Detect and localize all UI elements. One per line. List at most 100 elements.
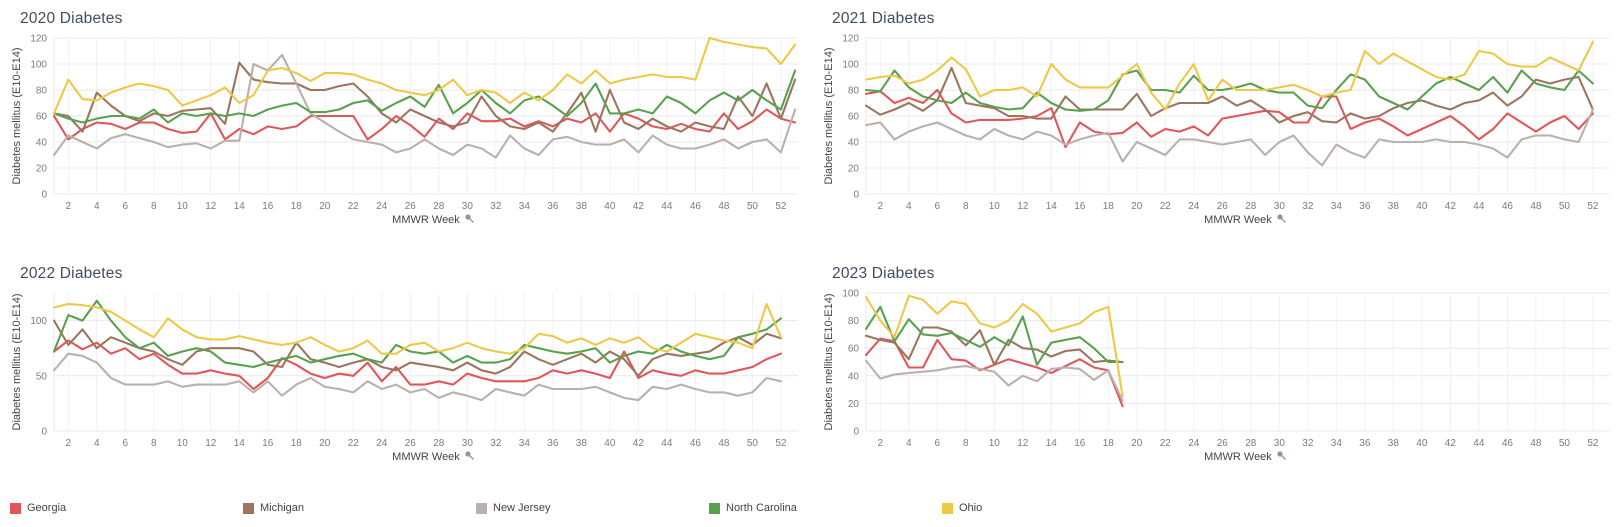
series-line-ohio[interactable]: [864, 40, 1594, 111]
x-tick-label: 8: [963, 201, 969, 212]
y-axis-label: Diabetes mellitus (E10-E14): [11, 294, 23, 431]
series-line-georgia[interactable]: [52, 339, 782, 391]
series-line-ohio[interactable]: [52, 302, 782, 355]
x-tick-label: 36: [547, 201, 559, 212]
y-tick-label: 0: [853, 190, 859, 201]
series-line-georgia[interactable]: [864, 88, 1594, 149]
legend-item-new-jersey[interactable]: New Jersey: [476, 502, 709, 514]
x-tick-label: 46: [690, 201, 702, 212]
chart-title-2022: 2022 Diabetes: [20, 265, 123, 282]
x-tick-label: 40: [604, 201, 616, 212]
legend-swatch: [243, 502, 254, 514]
x-axis-label: MMWR Week: [392, 214, 460, 226]
x-tick-label: 18: [1103, 201, 1115, 212]
x-tick-label: 30: [1274, 201, 1286, 212]
x-tick-label: 10: [989, 438, 1001, 449]
x-tick-label: 52: [775, 201, 787, 212]
legend-swatch: [476, 502, 487, 514]
series-line-new-jersey[interactable]: [52, 53, 797, 159]
x-tick-label: 18: [291, 438, 303, 449]
pin-icon[interactable]: [1277, 214, 1286, 223]
x-tick-label: 46: [1502, 438, 1514, 449]
x-tick-label: 30: [462, 438, 474, 449]
x-tick-label: 12: [1017, 438, 1029, 449]
legend-swatch: [10, 502, 21, 514]
x-tick-label: 28: [433, 201, 445, 212]
series-line-new-jersey[interactable]: [864, 108, 1594, 167]
chart-2020: 2020 Diabetes 2 4 6 8 10 12 14 16 18 20 22 24 26 28 30…: [0, 0, 812, 255]
pin-icon[interactable]: [1277, 451, 1286, 460]
x-tick-label: 24: [376, 438, 388, 449]
series-line-north-carolina[interactable]: [52, 69, 797, 124]
x-tick-label: 40: [1416, 201, 1428, 212]
y-tick-label: 80: [36, 86, 48, 97]
chart-2022: 2022 Diabetes 2 4 6 8 10 12 14 16 18 20 22 24 26 28 30…: [0, 255, 812, 489]
series-line-north-carolina[interactable]: [864, 305, 1124, 366]
series-line-michigan[interactable]: [52, 61, 797, 133]
legend-item-georgia[interactable]: Georgia: [10, 502, 243, 514]
x-tick-label: 4: [94, 201, 100, 212]
series-line-north-carolina[interactable]: [864, 69, 1594, 112]
x-tick-label: 30: [1274, 438, 1286, 449]
y-tick-label: 100: [30, 60, 47, 71]
y-tick-label: 100: [842, 289, 859, 300]
x-tick-label: 48: [718, 201, 730, 212]
x-tick-label: 28: [433, 438, 445, 449]
y-axis-label: Diabetes mellitus (E10-E14): [823, 294, 835, 431]
x-tick-label: 44: [661, 438, 673, 449]
legend-item-michigan[interactable]: Michigan: [243, 502, 476, 514]
series-line-ohio[interactable]: [864, 294, 1124, 398]
x-tick-label: 46: [690, 438, 702, 449]
x-tick-label: 50: [1559, 438, 1571, 449]
y-tick-label: 20: [848, 164, 860, 175]
y-tick-label: 40: [848, 138, 860, 149]
pin-icon[interactable]: [465, 451, 474, 460]
series-line-ohio[interactable]: [52, 36, 797, 115]
x-tick-label: 14: [234, 438, 246, 449]
x-tick-label: 38: [1388, 201, 1400, 212]
legend-label: Georgia: [27, 502, 67, 514]
series-line-new-jersey[interactable]: [864, 359, 1124, 402]
x-tick-label: 2: [877, 438, 883, 449]
x-tick-label: 44: [661, 201, 673, 212]
legend-item-ohio[interactable]: Ohio: [942, 502, 1175, 514]
y-tick-label: 80: [848, 316, 860, 327]
x-tick-label: 12: [205, 201, 217, 212]
x-tick-label: 34: [1331, 438, 1343, 449]
x-axis-label: MMWR Week: [1204, 451, 1272, 463]
y-tick-label: 100: [842, 60, 859, 71]
series-line-michigan[interactable]: [52, 319, 782, 377]
pin-icon[interactable]: [465, 214, 474, 223]
x-tick-label: 38: [576, 201, 588, 212]
x-tick-label: 46: [1502, 201, 1514, 212]
x-tick-label: 52: [775, 438, 787, 449]
y-tick-label: 0: [41, 427, 47, 438]
x-tick-label: 14: [1046, 438, 1058, 449]
x-tick-label: 26: [405, 201, 417, 212]
legend-label: New Jersey: [493, 502, 551, 514]
x-tick-label: 44: [1473, 438, 1485, 449]
legend-item-north-carolina[interactable]: North Carolina: [709, 502, 942, 514]
x-tick-label: 10: [177, 201, 189, 212]
x-tick-label: 6: [934, 201, 940, 212]
series-line-georgia[interactable]: [52, 108, 797, 141]
y-tick-label: 60: [36, 112, 48, 123]
y-tick-label: 0: [853, 427, 859, 438]
series-line-michigan[interactable]: [864, 66, 1594, 124]
x-tick-label: 52: [1587, 201, 1599, 212]
x-tick-label: 2: [877, 201, 883, 212]
x-tick-label: 10: [989, 201, 1001, 212]
y-tick-label: 120: [30, 34, 47, 45]
x-tick-label: 6: [122, 438, 128, 449]
x-tick-label: 20: [1131, 438, 1143, 449]
series-line-michigan[interactable]: [864, 326, 1124, 366]
y-tick-label: 50: [36, 371, 48, 382]
dashboard: 2020 Diabetes 2 4 6 8 10 12 14 16 18 20 22 24 26 28 30…: [0, 0, 1610, 489]
y-tick-label: 80: [848, 86, 860, 97]
x-tick-label: 32: [1302, 438, 1314, 449]
y-tick-label: 40: [848, 371, 860, 382]
x-tick-label: 4: [906, 201, 912, 212]
x-tick-label: 32: [490, 438, 502, 449]
series-line-new-jersey[interactable]: [52, 352, 782, 402]
chart-2023-plot: 2 4 6 8 10 12 14 16 18 20 22 24 26 28 30 32 34 36 38 40 42 44…: [823, 289, 1610, 463]
